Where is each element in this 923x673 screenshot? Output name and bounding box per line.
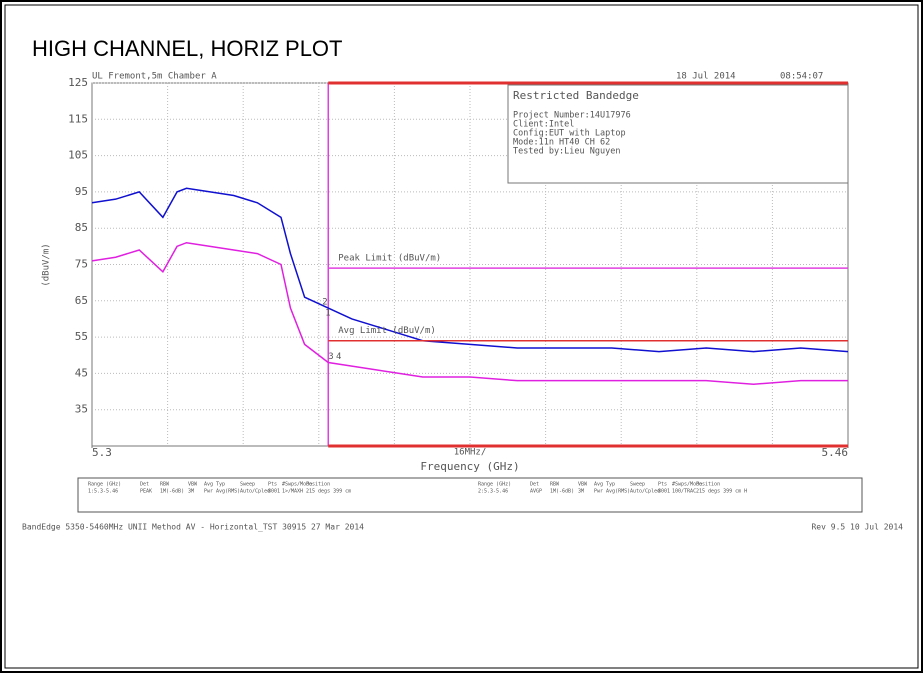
limit-label: Avg Limit (dBuV/m) [338,326,436,336]
settings-cell: 2:5.3-5.46 [478,489,508,495]
settings-header: Range (GHz) [88,482,121,488]
settings-box [77,477,863,513]
settings-cell: 8001 [268,489,280,495]
y-axis-label: (dBuV/m) [42,243,52,286]
marker-label: 2 [322,298,327,308]
info-heading: Restricted Bandedge [513,89,639,102]
settings-cell: Auto/Cpled [240,489,270,495]
y-tick-label: 115 [68,112,88,125]
settings-header: #Swps/Mode [282,482,312,488]
settings-header: Avg Typ [204,482,225,488]
y-tick-label: 55 [75,330,88,343]
settings-cell: 1>/MAXH [282,489,303,495]
settings-header: VBW [188,482,198,488]
marker-label: 1 [325,308,330,318]
x-axis-label: Frequency (GHz) [420,460,519,473]
settings-header: Pts [658,482,667,488]
chart-title: HIGH CHANNEL, HORIZ PLOT [32,36,342,61]
info-line: Project Number:14U17976 [513,111,631,121]
info-line: Tested by:Lieu Nguyen [513,147,620,157]
settings-cell: 8001 [658,489,670,495]
settings-cell: PEAK [140,489,152,495]
y-tick-label: 35 [75,403,88,416]
y-tick-label: 45 [75,366,88,379]
trace-line [91,241,848,386]
settings-header: Pts [268,482,277,488]
y-tick-label: 85 [75,221,88,234]
y-tick-label: 75 [75,258,88,271]
settings-header: Position [696,482,720,488]
y-tick-label: 125 [68,76,88,89]
settings-cell: 1M(-6dB) [160,489,184,495]
header-date: 18 Jul 2014 [676,72,736,82]
settings-cell: Auto/Cpled [630,489,660,495]
footer-left: BandEdge 5350-5460MHz UNII Method AV - H… [22,523,364,532]
settings-cell: 215 degs 399 cm [306,489,351,495]
y-tick-label: 65 [75,294,88,307]
info-box [507,84,849,184]
info-line: Config:EUT with Laptop [513,129,626,139]
inner-border [4,4,919,669]
info-line: Client:Intel [513,120,574,130]
settings-header: Det [140,482,149,488]
settings-cell: Pwr Avg(RMS) [594,489,630,495]
y-tick-label: 95 [75,185,88,198]
span-label: 16MHz/ [454,448,487,458]
info-line: Mode:11n HT40 CH 62 [513,138,610,148]
header-time: 08:54:07 [780,72,823,82]
limit-label: Peak Limit (dBuV/m) [338,254,441,264]
x-tick-label: 5.46 [822,446,849,459]
settings-header: RBW [550,482,560,488]
trace-line [91,187,849,353]
settings-header: Avg Typ [594,482,615,488]
settings-cell: Pwr Avg(RMS) [204,489,240,495]
footer-right: Rev 9.5 10 Jul 2014 [811,523,903,532]
settings-header: Sweep [240,482,255,488]
settings-cell: 1:5.3-5.46 [88,489,118,495]
settings-cell: 100/TRAC [672,489,696,495]
settings-cell: 215 degs 399 cm H [696,489,747,495]
marker-label: 4 [336,352,341,362]
settings-header: Sweep [630,482,645,488]
settings-header: RBW [160,482,170,488]
settings-header: Det [530,482,539,488]
settings-cell: 1M(-6dB) [550,489,574,495]
settings-header: Range (GHz) [478,482,511,488]
x-tick-label: 5.3 [92,446,112,459]
settings-cell: 3M [188,489,194,495]
settings-header: Position [306,482,330,488]
header-left: UL Fremont,5m Chamber A [92,72,217,82]
marker-label: 3 [328,352,333,362]
settings-cell: 3M [578,489,584,495]
y-tick-label: 105 [68,149,88,162]
settings-header: VBW [578,482,588,488]
settings-cell: AVGP [530,489,542,495]
settings-header: #Swps/Mode [672,482,702,488]
